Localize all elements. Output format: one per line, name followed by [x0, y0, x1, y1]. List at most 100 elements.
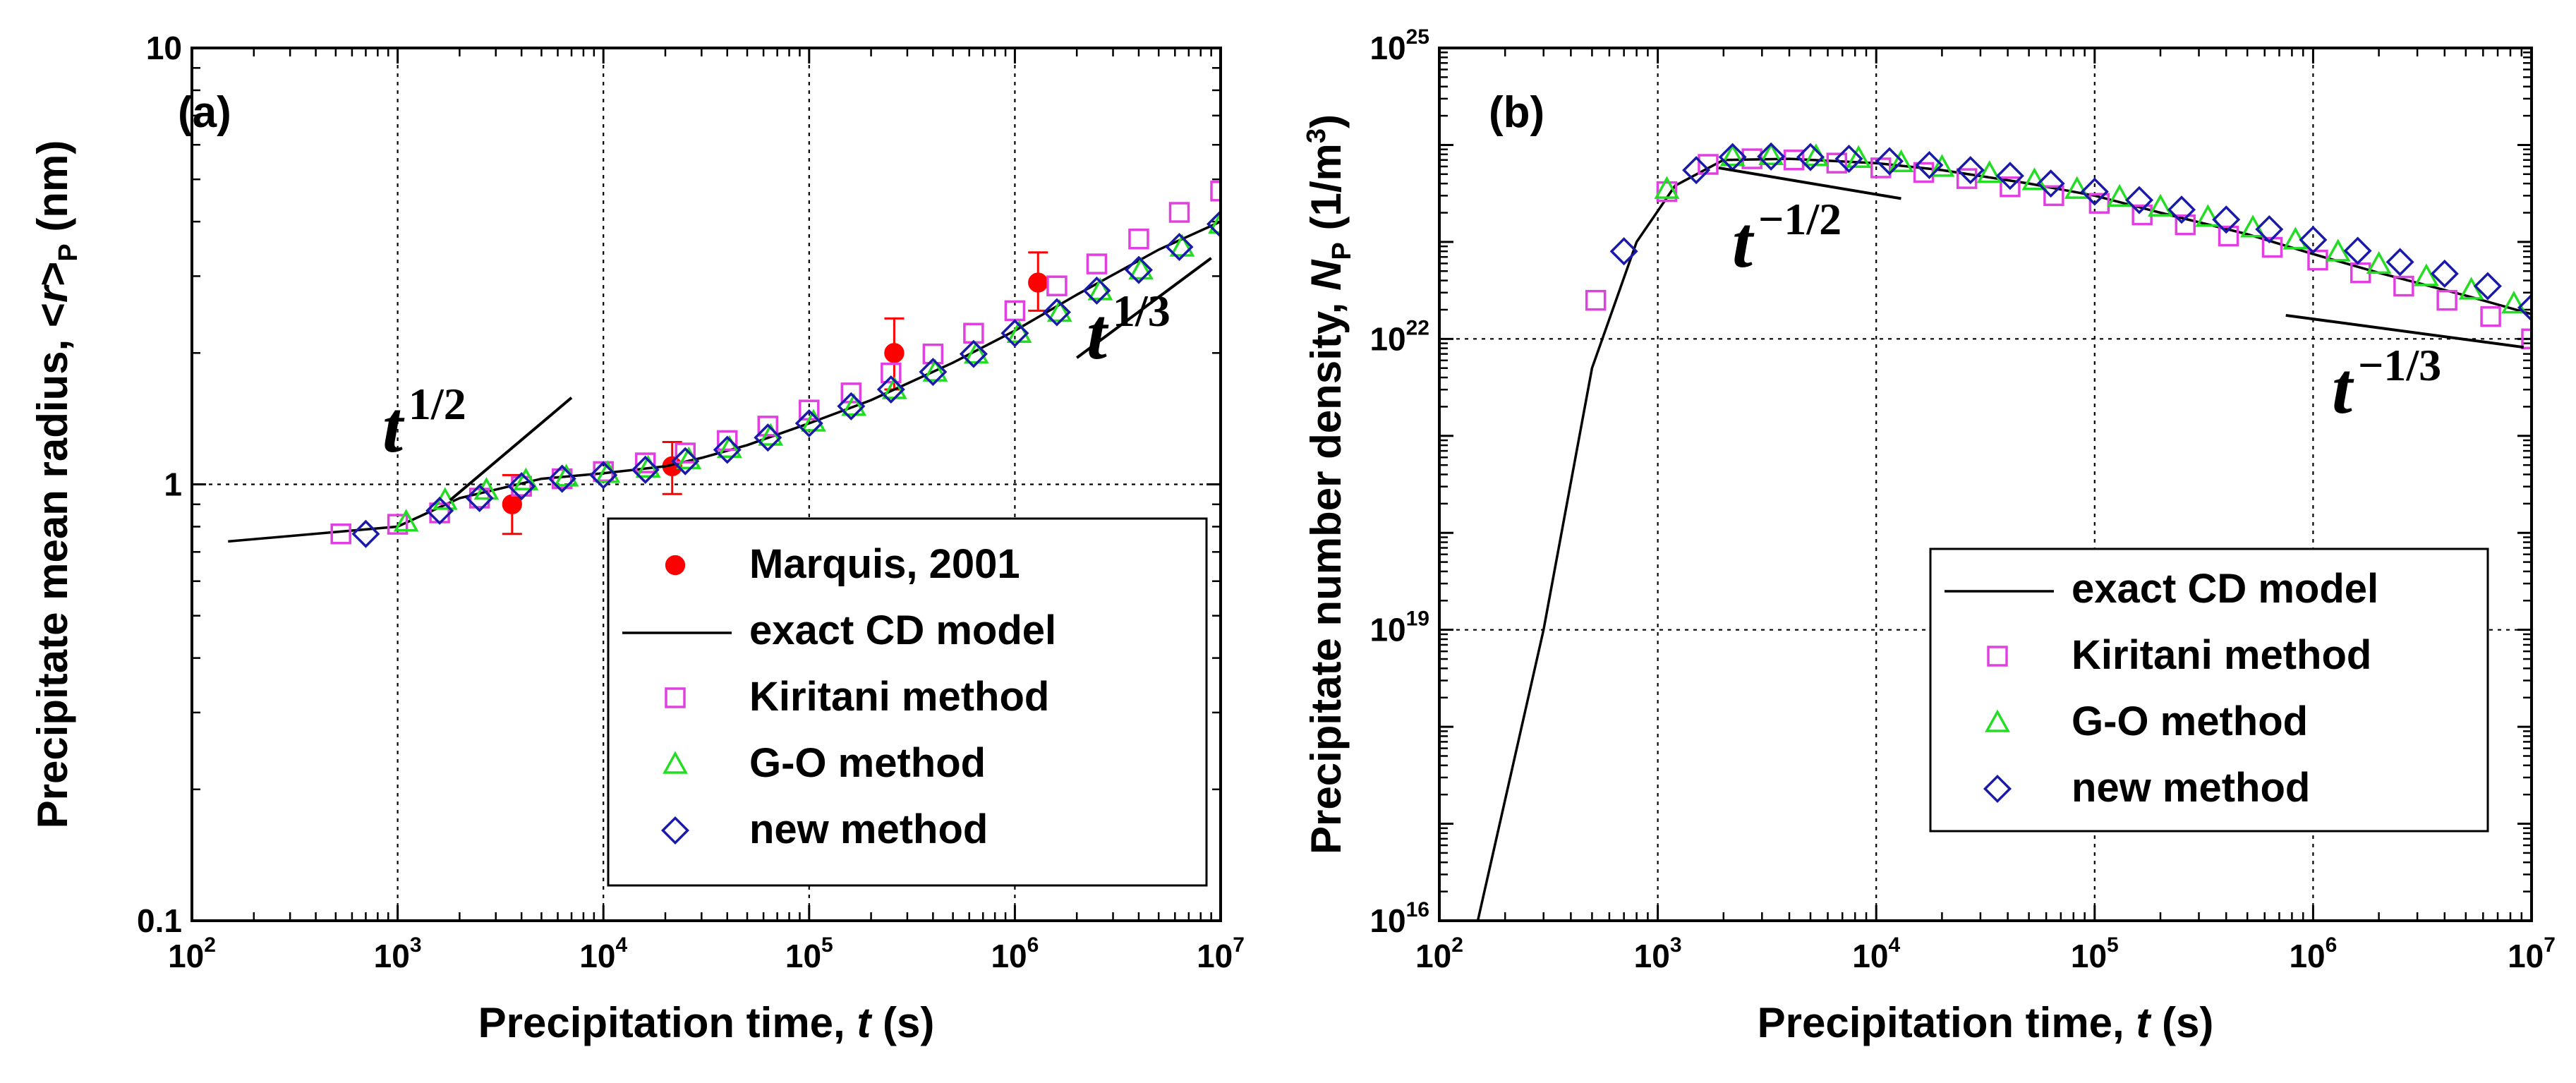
chart-panel-a: 102 103 104 105 106 107 0.1 1 10 t 1/2 t 1/3 (a) Marqu…: [29, 30, 1245, 1046]
panel-a-series-new-method-point: [1042, 298, 1071, 327]
panel-a-series-kiritani-method-point: [675, 442, 696, 464]
panel-b-series-g-o-method-point: [2366, 250, 2392, 274]
panel-a-series-kiritani-method-point: [881, 362, 902, 384]
panel-b-series-g-o-method-point: [1929, 154, 1955, 177]
panel-b-series-kiritani-method-point: [1656, 181, 1678, 202]
panel-a-x-tick-label: 104: [579, 933, 627, 974]
panel-a-panel-label: (a): [178, 88, 231, 137]
panel-b-series-kiritani-method-point: [2088, 193, 2110, 214]
panel-b-series-new-method-point: [2080, 177, 2109, 206]
panel-b-series-new-method-point: [1834, 145, 1863, 174]
panel-b-series-new-method-point: [2036, 169, 2065, 198]
panel-a-y-tick-label: 1: [164, 466, 182, 503]
panel-a-series-kiritani-method-point: [551, 468, 573, 490]
panel-b-series-kiritani-method-point: [1585, 289, 1607, 311]
panel-b-series-kiritani-method-point: [1826, 152, 1848, 174]
panel-b-series-new-method-point: [1609, 237, 1638, 266]
panel-b-series-kiritani-method-point: [2521, 328, 2532, 350]
panel-a-x-tick-label: 105: [785, 933, 833, 974]
panel-b-x-axis-title: Precipitation time, t (s): [1758, 999, 2214, 1046]
panel-a-series-kiritani-method-point: [717, 430, 738, 452]
panel-a-x-tick-label: 103: [374, 933, 422, 974]
panel-b-series-new-method-point: [1915, 150, 1944, 180]
panel-b-slope-label: t −1/2: [1732, 194, 1842, 283]
panel-a-series-new-method-point: [507, 472, 536, 501]
panel-b-series-g-o-method-point: [2064, 176, 2090, 199]
panel-a-series-new-method-point: [1165, 232, 1194, 262]
panel-b-legend-exact-cd-model-label: exact CD model: [2072, 566, 2378, 612]
panel-b-series-new-method-point: [2517, 294, 2532, 322]
panel-a-legend-kiritani-method-swatch: [665, 687, 686, 708]
panel-a-series-kiritani-method-point: [757, 416, 779, 437]
panel-a-data-layer: [228, 181, 1221, 548]
panel-b-legend-box: [1929, 547, 2489, 833]
panel-b-series-new-method-point: [2167, 195, 2196, 224]
panel-a-series-marquis-2001-point: [1028, 272, 1048, 293]
panel-b-data-layer: [1476, 142, 2532, 921]
panel-a-series-new-method-point: [754, 423, 782, 452]
panel-b-series-new-method-point: [2473, 272, 2502, 301]
panel-b-series-g-o-method-point: [1654, 176, 1680, 199]
chart-panel-b: 102 103 104 105 106 107 1016 1019 1022 1025 t −1/2 t…: [1302, 25, 2556, 1046]
panel-b-series-kiritani-method-point: [2218, 225, 2239, 247]
panel-a-y-tick-label: 0.1: [137, 902, 182, 939]
panel-a-legend-new-method-swatch: [660, 816, 690, 845]
panel-b-legend-g-o-method-swatch: [1985, 709, 2010, 732]
panel-b-legend-new-method-swatch: [1983, 774, 2012, 804]
panel-b-series-g-o-method-point: [2021, 167, 2048, 190]
panel-a-x-axis-title: Precipitation time, t (s): [478, 999, 935, 1046]
panel-b-series-new-method-point: [2430, 259, 2459, 288]
panel-a-series-new-method-point: [1000, 319, 1029, 348]
panel-b-x-tick-label: 107: [2508, 933, 2556, 974]
panel-b-series-new-method-point: [1956, 156, 1985, 185]
panel-a-series-new-method-point: [589, 461, 618, 490]
panel-b-series-g-o-method-point: [2195, 204, 2221, 227]
panel-a-series-new-method-point: [959, 339, 988, 368]
panel-b-slope-label: t −1/3: [2332, 340, 2441, 429]
panel-a-legend-exact-cd-model-label: exact CD model: [749, 607, 1056, 653]
panel-a-series-new-method-point: [465, 483, 494, 513]
panel-a-legend-marquis-2001-label: Marquis, 2001: [749, 541, 1020, 587]
panel-b-series-new-method-point: [2255, 214, 2284, 244]
panel-b-series-kiritani-method-point: [1698, 154, 1719, 175]
panel-b-legend-new-method-label: new method: [2072, 765, 2310, 811]
panel-a-series-new-method-point: [351, 519, 380, 548]
panel-b-series-g-o-method-point: [2501, 291, 2527, 314]
panel-b-slope-line: [1718, 166, 1901, 200]
panel-b-series-kiritani-method-point: [2175, 214, 2196, 236]
panel-b-series-new-method-point: [2343, 236, 2372, 265]
panel-a-slope-label: t 1/2: [382, 379, 466, 468]
panel-b-y-tick-label: 1016: [1369, 898, 1429, 939]
panel-a-legend-g-o-method-swatch: [663, 751, 688, 774]
panel-b-x-tick-label: 106: [2289, 933, 2337, 974]
panel-a-series-new-method-point: [876, 375, 905, 404]
panel-a-x-tick-label: 107: [1197, 933, 1245, 974]
panel-b-series-g-o-method-point: [1758, 142, 1784, 165]
panel-a-legend-new-method-label: new method: [749, 806, 988, 852]
panel-a-series-new-method-point: [671, 447, 700, 476]
panel-a-series-new-method-point: [425, 496, 454, 525]
panel-a-plot-frame: [191, 47, 1222, 922]
panel-a-legend-box: [607, 517, 1208, 887]
panel-a-series-kiritani-method-point: [1210, 181, 1221, 202]
panel-a-slope-label: t 1/3: [1087, 286, 1171, 375]
panel-b-series-new-method-point: [1995, 162, 2024, 190]
panel-b-series-new-method-point: [1682, 156, 1711, 185]
panel-a-series-marquis-2001-point: [884, 343, 905, 363]
panel-b-series-kiritani-method-point: [1783, 149, 1805, 171]
panel-a-series-g-o-method-point: [393, 509, 419, 532]
panel-a-series-kiritani-method-point: [387, 514, 409, 535]
panel-a-slope-line: [449, 397, 573, 502]
panel-b-series-kiritani-method-point: [2043, 185, 2064, 207]
panel-b-legend-kiritani-method-swatch: [1987, 646, 2008, 667]
panel-b-x-tick-label: 105: [2071, 933, 2119, 974]
panel-a-series-new-method-point: [1124, 255, 1153, 284]
panel-a-series-new-method-point: [837, 392, 866, 421]
panel-b-slope-line: [2285, 313, 2524, 349]
panel-b-series-g-o-method-point: [2414, 263, 2439, 286]
panel-b-x-tick-label: 102: [1415, 933, 1463, 974]
panel-b-series-new-method-point: [2385, 248, 2414, 277]
panel-a-series-new-method-point: [794, 409, 823, 438]
panel-b-series-new-method-point: [2212, 205, 2241, 234]
